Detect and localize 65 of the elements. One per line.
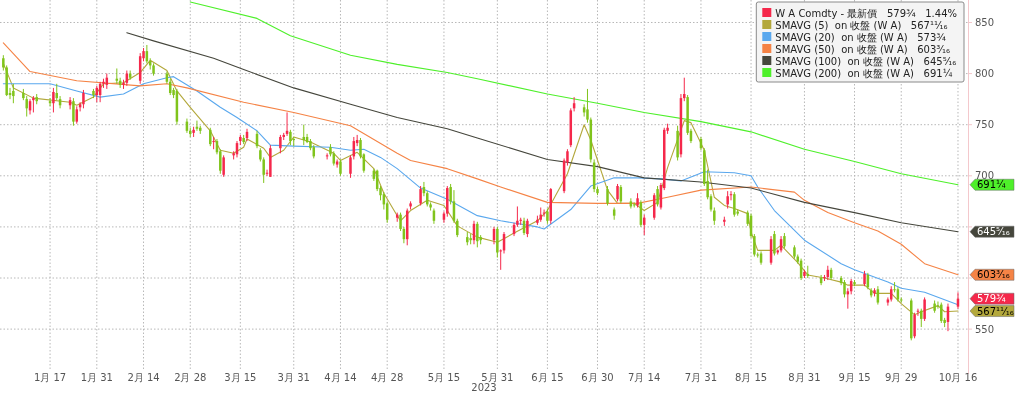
y-tick-label: 550 [975,323,995,335]
candlestick [606,185,609,206]
y-tick-label: 850 [975,16,995,28]
candlestick [212,136,215,150]
x-tick-label: 3月 15 [224,372,257,383]
x-tick-label: 10月 16 [938,372,978,383]
x-tick-label: 2月 14 [127,372,160,383]
x-tick-label: 8月 31 [788,372,821,383]
candlestick [72,97,75,127]
x-tick-label: 2月 28 [174,372,207,383]
annotation: 645⁵⁄₁₆ [977,226,1010,238]
legend-label: SMAVG (200) on 收盤 (W A) 691¼ [775,67,953,79]
x-tick-label: 3月 31 [277,372,310,383]
candlestick [419,185,422,206]
legend-label: SMAVG (50) on 收盤 (W A) 603³⁄₁₆ [775,43,950,55]
candlestick [52,87,55,113]
x-tick-label: 5月 31 [481,372,514,383]
legend-label: SMAVG (100) on 收盤 (W A) 645⁵⁄₁₆ [775,55,957,67]
line-series [2,42,959,276]
candlestick [335,158,339,169]
legend-label: SMAVG (5) on 收盤 (W A) 567¹¹⁄₁₆ [775,19,948,31]
line-series [189,1,959,186]
candlestick [773,230,776,257]
candlestick [82,89,85,109]
candlestick [526,218,529,238]
candlestick [279,134,282,154]
candlestick [656,185,659,207]
annotation: 567¹¹⁄₁₆ [977,305,1014,317]
legend-label: SMAVG (20) on 收盤 (W A) 573¾ [775,31,947,43]
value-tag: 579¾ [969,292,1015,305]
value-tag: 645⁵⁄₁₆ [969,225,1015,238]
y-tick-label: 700 [975,170,995,182]
x-tick-label: 5月 15 [427,372,461,383]
annotation: 579¾ [977,293,1007,305]
candlestick [496,226,499,259]
x-tick-label: 6月 30 [581,372,614,383]
y-tick-label: 750 [975,119,995,131]
x-tick-label: 8月 15 [734,372,768,383]
line-series [126,32,959,233]
candlestick [209,127,212,147]
x-tick-label: 4月 28 [371,372,404,383]
x-tick-label: 9月 15 [838,372,871,383]
value-tag: 567¹¹⁄₁₆ [969,305,1015,317]
x-tick-label: 1月 31 [80,372,113,383]
value-tag: 691¼ [969,179,1015,191]
candlestick [913,312,916,339]
candlestick [940,302,943,324]
candlestick [920,308,923,328]
x-tick-label: 6月 15 [531,372,564,383]
candlestick [476,221,479,248]
x-tick-label: 7月 31 [684,372,718,383]
legend-label: W A Comdty - 最新價 579¾ 1.44% [775,7,957,19]
x-tick-label: 4月 14 [324,372,357,383]
candlestick [923,296,926,322]
x-tick-label: 7月 14 [628,372,661,383]
x-tick-label: 1月 17 [33,372,67,383]
candlestick [12,83,15,104]
candlestick [222,154,225,178]
annotation: 691¼ [977,179,1007,191]
x-axis-title: 2023 [471,382,497,393]
y-tick-label: 800 [975,68,995,80]
x-tick-label: 9月 29 [885,372,918,383]
annotation: 603³⁄₁₆ [977,269,1010,281]
value-tag: 603³⁄₁₆ [969,269,1015,281]
candlestick [733,191,736,218]
